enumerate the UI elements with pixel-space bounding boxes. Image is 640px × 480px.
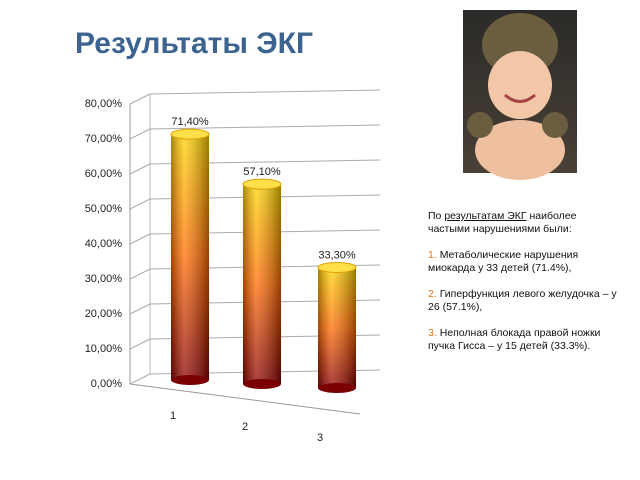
item-text: Гиперфункция левого желудочка – у 26 (57… bbox=[428, 288, 617, 313]
x-tick-label: 2 bbox=[242, 421, 248, 433]
y-tick-label: 80,00% bbox=[85, 98, 123, 110]
notes-intro: По результатам ЭКГ наиболее частыми нару… bbox=[428, 210, 618, 236]
bar-base bbox=[318, 383, 356, 393]
item-number: 1. bbox=[428, 249, 437, 261]
grid-line bbox=[129, 268, 151, 280]
grid-line bbox=[129, 93, 151, 105]
y-tick-label: 20,00% bbox=[85, 308, 123, 320]
value-label: 33,30% bbox=[318, 249, 356, 261]
bar-base bbox=[243, 379, 281, 389]
grid-line bbox=[129, 198, 151, 210]
item-text: Неполная блокада правой ножки пучка Гисс… bbox=[428, 327, 601, 352]
y-tick-label: 10,00% bbox=[85, 343, 123, 355]
x-tick-label: 3 bbox=[317, 432, 323, 444]
bar-top bbox=[242, 178, 282, 190]
grid-line bbox=[129, 128, 151, 140]
item-number: 2. bbox=[428, 288, 437, 300]
item-number: 3. bbox=[428, 327, 437, 339]
bar-shade bbox=[318, 267, 356, 388]
bar-shade bbox=[243, 184, 281, 384]
grid-line bbox=[149, 124, 381, 130]
notes: По результатам ЭКГ наиболее частыми нару… bbox=[428, 210, 618, 366]
bar-top bbox=[170, 128, 210, 140]
bar-top bbox=[317, 261, 357, 273]
intro-text: результатам ЭКГ bbox=[444, 210, 527, 222]
grid-line bbox=[129, 373, 151, 385]
item-text: Метаболические нарушения миокарда у 33 д… bbox=[428, 249, 579, 274]
value-label: 71,40% bbox=[171, 116, 209, 128]
value-label: 57,10% bbox=[243, 166, 281, 178]
notes-item: 2. Гиперфункция левого желудочка – у 26 … bbox=[428, 288, 618, 314]
chart-title: Результаты ЭКГ bbox=[75, 27, 313, 60]
notes-item: 1. Метаболические нарушения миокарда у 3… bbox=[428, 249, 618, 275]
y-tick-label: 60,00% bbox=[85, 168, 123, 180]
y-tick-label: 50,00% bbox=[85, 203, 123, 215]
y-tick-label: 30,00% bbox=[85, 273, 123, 285]
intro-text: наиболее частыми нарушениями были: bbox=[428, 210, 577, 235]
x-tick-label: 1 bbox=[170, 410, 176, 422]
grid-line bbox=[149, 89, 381, 95]
bar-shade bbox=[171, 134, 209, 380]
y-tick-label: 0,00% bbox=[91, 378, 122, 390]
grid-line bbox=[129, 338, 151, 350]
photo bbox=[463, 10, 577, 180]
y-tick-label: 40,00% bbox=[85, 238, 123, 250]
grid-line bbox=[129, 163, 151, 175]
axis-line bbox=[129, 383, 361, 415]
grid-line bbox=[129, 233, 151, 245]
intro-text: По bbox=[428, 210, 445, 222]
grid-line bbox=[129, 303, 151, 315]
y-tick-label: 70,00% bbox=[85, 133, 123, 145]
notes-item: 3. Неполная блокада правой ножки пучка Г… bbox=[428, 327, 618, 353]
bar-base bbox=[171, 375, 209, 385]
